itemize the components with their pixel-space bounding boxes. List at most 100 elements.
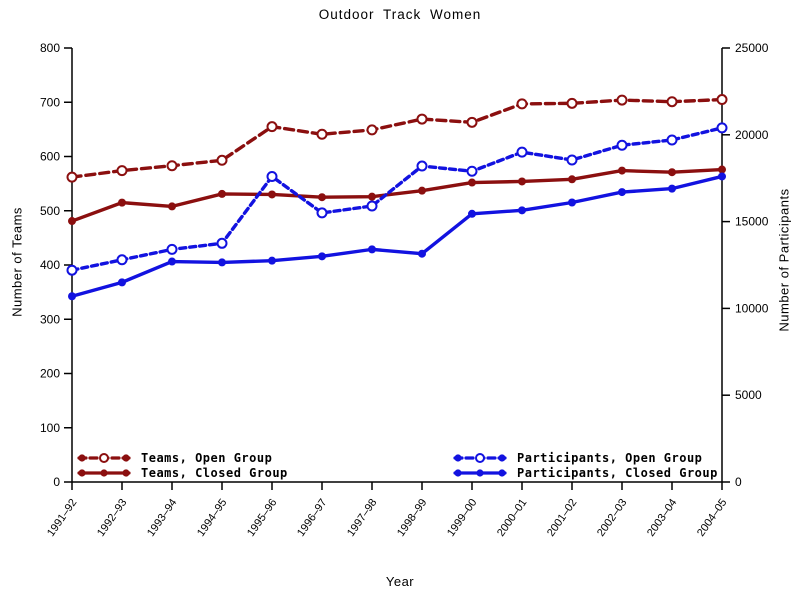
x-tick-label: 2002–03 (595, 497, 629, 539)
data-point-marker-filled (318, 252, 326, 261)
y-left-tick-label: 800 (40, 41, 60, 55)
data-point-marker-open (116, 165, 128, 177)
data-point-marker-filled (668, 184, 676, 193)
y-right-tick-label: 5000 (735, 388, 762, 402)
data-point-marker-open (466, 165, 478, 177)
x-tick-label: 1991–92 (45, 497, 79, 539)
x-tick-label: 2004–05 (695, 497, 729, 539)
legend-swatch-teams-closed (77, 468, 131, 477)
data-point-marker-filled (618, 166, 626, 175)
y-left-tick-label: 400 (40, 258, 60, 272)
legend-item-participants-open: Participants, Open Group (452, 450, 718, 465)
data-point-marker-open (216, 154, 228, 166)
x-tick-label: 1998–99 (395, 497, 429, 539)
legend-item-participants-closed: Participants, Closed Group (452, 465, 718, 480)
legend-marker-open (99, 452, 109, 463)
x-tick-label: 1996–97 (295, 497, 329, 539)
legend-marker-filled (498, 453, 506, 462)
data-point-marker-open (516, 146, 528, 158)
data-point-marker-open (166, 243, 178, 255)
legend-marker-filled (498, 468, 506, 477)
y-left-tick-label: 500 (40, 204, 60, 218)
legend-label-teams-open: Teams, Open Group (141, 450, 273, 465)
legend-marker-filled (476, 468, 484, 477)
y-left-tick-label: 0 (53, 475, 60, 489)
series-line (70, 97, 724, 179)
x-tick-label: 1997–98 (345, 497, 379, 539)
legend-participants: Participants, Open Group Participants, C… (452, 450, 718, 480)
data-point-marker-filled (68, 292, 76, 301)
legend-marker-filled (100, 468, 108, 477)
legend-teams: Teams, Open Group Teams, Closed Group (76, 450, 288, 480)
legend-marker-open (475, 452, 485, 463)
data-point-marker-open (666, 96, 678, 108)
data-point-marker-open (166, 160, 178, 172)
data-point-marker-filled (368, 245, 376, 254)
legend-swatch-participants-closed (453, 468, 507, 477)
data-point-marker-open (316, 128, 328, 140)
x-tick-label: 2001–02 (545, 497, 579, 539)
data-point-marker-open (266, 170, 278, 182)
data-point-marker-open (316, 207, 328, 219)
x-axis-title: Year (385, 574, 415, 589)
data-point-marker-filled (468, 178, 476, 187)
data-point-marker-open (716, 122, 728, 134)
data-point-marker-open (616, 94, 628, 106)
data-point-marker-filled (718, 172, 726, 181)
data-point-marker-filled (68, 217, 76, 226)
y-left-tick-label: 200 (40, 367, 60, 381)
legend-marker-filled (454, 453, 462, 462)
legend-item-teams-open: Teams, Open Group (76, 450, 288, 465)
data-point-marker-filled (718, 165, 726, 174)
x-tick-label: 1999–00 (445, 497, 479, 539)
data-point-marker-open (466, 116, 478, 128)
data-point-marker-filled (568, 175, 576, 184)
data-point-marker-open (266, 121, 278, 133)
data-point-marker-open (516, 98, 528, 110)
data-point-marker-filled (368, 192, 376, 201)
data-point-marker-open (666, 134, 678, 146)
data-point-marker-filled (318, 193, 326, 202)
data-point-marker-open (416, 160, 428, 172)
data-point-marker-open (216, 237, 228, 249)
data-point-marker-filled (568, 198, 576, 207)
y-right-tick-label: 20000 (735, 128, 769, 142)
series-line (70, 126, 724, 272)
y-right-tick-label: 15000 (735, 215, 769, 229)
legend-label-participants-closed: Participants, Closed Group (517, 465, 718, 480)
series-line (70, 174, 724, 298)
x-tick-label: 2000–01 (495, 497, 529, 539)
x-tick-label: 1993–94 (145, 497, 179, 539)
data-point-marker-open (416, 113, 428, 125)
data-point-marker-open (566, 97, 578, 109)
data-point-marker-filled (268, 190, 276, 199)
data-point-marker-filled (168, 257, 176, 266)
y-right-tick-label: 0 (735, 475, 742, 489)
legend-marker-filled (122, 453, 130, 462)
x-tick-label: 2003–04 (645, 497, 679, 539)
data-point-marker-open (366, 200, 378, 212)
legend-marker-filled (122, 468, 130, 477)
data-point-marker-filled (118, 278, 126, 287)
legend-marker-filled (78, 453, 86, 462)
legend-item-teams-closed: Teams, Closed Group (76, 465, 288, 480)
legend-label-participants-open: Participants, Open Group (517, 450, 703, 465)
data-point-marker-filled (518, 206, 526, 215)
legend-marker-filled (454, 468, 462, 477)
chart-title: Outdoor Track Women (318, 7, 482, 22)
y-right-tick-label: 25000 (735, 41, 769, 55)
x-tick-label: 1992–93 (95, 497, 129, 539)
data-point-marker-filled (618, 188, 626, 197)
y-left-tick-label: 100 (40, 421, 60, 435)
legend-swatch-teams-open (77, 452, 131, 463)
data-point-marker-filled (418, 186, 426, 195)
x-tick-label: 1994–95 (195, 497, 229, 539)
data-point-marker-open (366, 124, 378, 136)
data-point-marker-filled (118, 198, 126, 207)
data-point-marker-filled (468, 209, 476, 218)
data-point-marker-filled (168, 202, 176, 211)
y-right-tick-label: 10000 (735, 301, 769, 315)
y-left-tick-label: 300 (40, 312, 60, 326)
